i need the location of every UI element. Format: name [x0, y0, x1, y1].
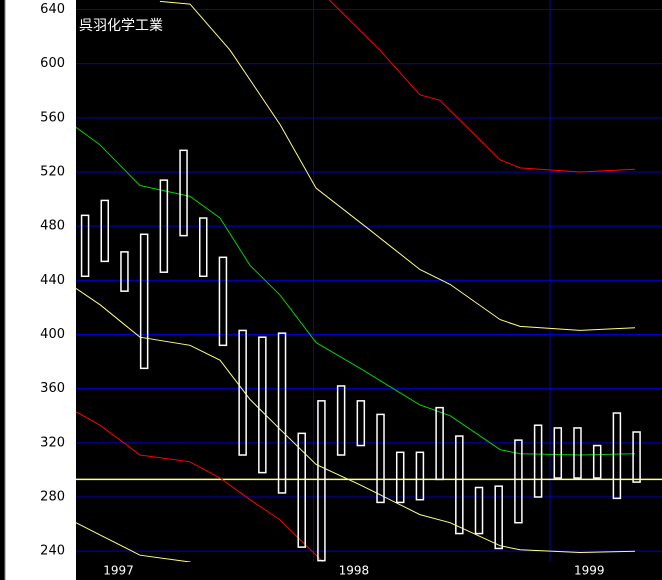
moving-average-line	[76, 287, 636, 554]
x-tick-label: 1997	[103, 564, 134, 578]
candle-body	[238, 329, 247, 456]
candle-body	[336, 385, 346, 456]
candle-body	[356, 400, 366, 447]
candle-body	[80, 214, 90, 278]
candle-body	[120, 251, 129, 292]
candle-body	[494, 485, 503, 550]
plot-area	[76, 0, 662, 562]
y-tick-label: 600	[40, 56, 65, 71]
candle-body	[179, 149, 188, 237]
candle-body	[533, 424, 543, 498]
y-axis-panel	[5, 0, 76, 580]
candle-body	[159, 179, 169, 273]
y-tick-label: 320	[40, 435, 65, 450]
y-tick-label: 360	[40, 381, 65, 396]
candle-body	[395, 451, 405, 504]
candle-body	[100, 199, 110, 263]
y-tick-label: 400	[40, 327, 65, 342]
x-tick-label: 1999	[574, 564, 605, 578]
grid	[76, 0, 662, 562]
candle-body	[553, 427, 563, 479]
moving-average-line	[76, 126, 636, 456]
y-tick-label: 480	[40, 219, 65, 234]
candle-body	[632, 431, 641, 483]
y-tick-label: 520	[40, 164, 65, 179]
candle-body	[198, 217, 208, 278]
moving-average-line	[76, 411, 324, 562]
y-tick-label: 240	[40, 544, 65, 559]
candle-body	[573, 427, 582, 479]
candle-body	[317, 400, 326, 562]
y-tick-label: 440	[40, 273, 65, 288]
candle-body	[474, 486, 484, 535]
candle-body	[376, 413, 385, 504]
y-tick-label: 640	[40, 2, 65, 17]
moving-average-line	[328, 0, 636, 173]
moving-average-line	[159, 0, 636, 331]
y-tick-label: 280	[40, 489, 65, 504]
candle-body	[435, 406, 444, 481]
moving-average-line	[76, 522, 192, 562]
candle-body	[218, 256, 228, 347]
candle-body	[415, 451, 425, 501]
y-tick-label: 560	[40, 110, 65, 125]
chart-title: 呉羽化学工業	[79, 18, 163, 34]
candle-body	[455, 435, 464, 535]
candle-body	[612, 412, 622, 500]
labels: 240 280 320 360 400 440 480 520 560 600 640 1997 199…	[40, 2, 604, 578]
candle-body	[514, 439, 523, 524]
candle-body	[592, 444, 602, 479]
candle-body	[139, 233, 149, 370]
candle-body	[297, 432, 306, 548]
x-tick-label: 1998	[339, 564, 370, 578]
candle-body	[277, 332, 287, 494]
candle-body	[258, 336, 267, 474]
